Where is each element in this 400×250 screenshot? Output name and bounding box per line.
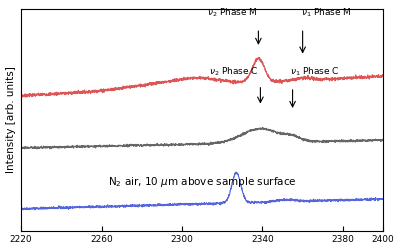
Text: $\nu_2$ Phase M: $\nu_2$ Phase M	[207, 7, 258, 20]
Text: $\nu_2$ Phase C: $\nu_2$ Phase C	[210, 66, 259, 78]
Text: N$_2$ air, 10 $\mu$m above sample surface: N$_2$ air, 10 $\mu$m above sample surfac…	[108, 175, 296, 189]
Text: $\nu_1$ Phase C: $\nu_1$ Phase C	[290, 66, 340, 78]
Text: $\nu_1$ Phase M: $\nu_1$ Phase M	[301, 7, 352, 20]
Y-axis label: Intensity [arb. units]: Intensity [arb. units]	[6, 66, 16, 173]
